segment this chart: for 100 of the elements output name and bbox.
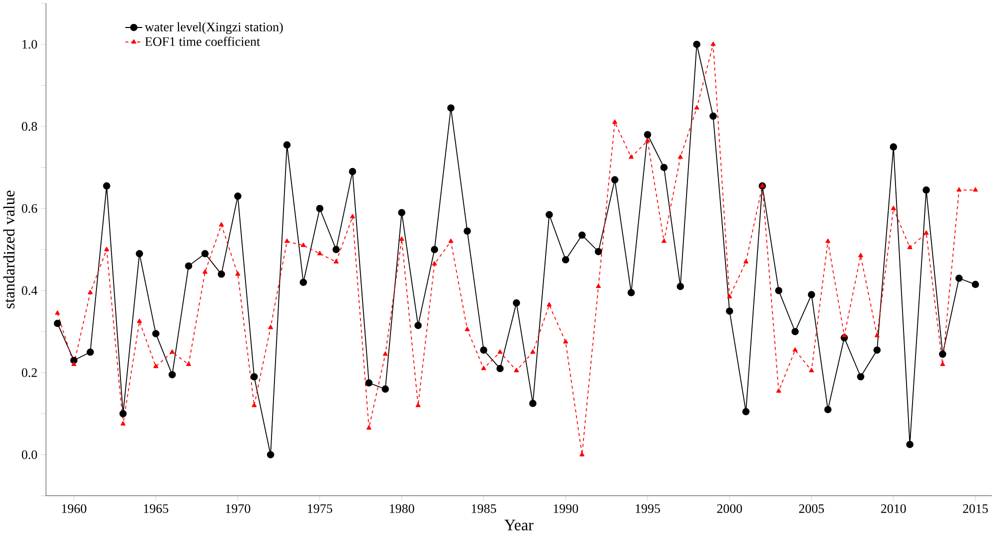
point: [252, 402, 257, 408]
point: [300, 278, 307, 286]
point: [382, 352, 388, 356]
point: [54, 320, 62, 328]
point: [464, 228, 471, 235]
point: [529, 400, 536, 408]
point: [710, 42, 716, 46]
y-tick-label: 0.0: [22, 450, 38, 460]
point: [955, 274, 963, 282]
point: [136, 250, 144, 258]
point: [578, 232, 586, 239]
point: [891, 206, 896, 210]
point: [480, 346, 488, 354]
point: [382, 386, 389, 393]
point: [234, 192, 242, 200]
legend-label: water level(Xingzi station): [144, 22, 283, 34]
point: [284, 238, 290, 244]
point: [694, 105, 700, 110]
point: [366, 425, 372, 430]
point: [676, 282, 684, 290]
x-tick-label: 1995: [636, 504, 660, 514]
point: [103, 182, 110, 190]
point: [498, 350, 502, 354]
x-tick-label: 2015: [963, 504, 988, 514]
point: [890, 143, 898, 151]
point: [300, 242, 306, 248]
point: [776, 388, 782, 393]
point: [791, 328, 799, 336]
point: [660, 164, 668, 172]
point: [218, 222, 224, 227]
point: [546, 211, 553, 218]
point: [202, 270, 208, 274]
point: [448, 238, 454, 244]
x-tick-label: 2000: [717, 504, 742, 514]
point: [628, 154, 634, 159]
point: [562, 256, 570, 264]
point: [496, 365, 504, 372]
point: [316, 205, 324, 212]
point: [972, 280, 980, 288]
point: [858, 253, 864, 258]
point: [250, 373, 258, 381]
point: [693, 40, 700, 48]
point: [186, 362, 192, 366]
point: [530, 350, 536, 354]
point: [168, 371, 176, 378]
point: [611, 176, 618, 184]
point: [317, 251, 322, 256]
point: [726, 308, 734, 315]
y-tick-label: 0.4: [22, 286, 38, 296]
point: [398, 209, 406, 216]
point: [266, 451, 274, 458]
point: [727, 294, 732, 298]
point: [88, 290, 93, 294]
point: [742, 408, 750, 416]
point: [873, 346, 881, 354]
point: [744, 259, 748, 264]
point: [365, 379, 373, 387]
point: [612, 120, 618, 124]
point: [922, 186, 930, 194]
x-tick-label: 2005: [799, 504, 824, 514]
y-tick-label: 0.6: [22, 204, 38, 214]
point: [628, 289, 635, 296]
point: [956, 187, 962, 192]
y-tick-label: 1.0: [22, 40, 38, 49]
point: [596, 284, 601, 288]
point: [86, 348, 94, 356]
point: [972, 187, 978, 192]
x-tick-label: 1960: [62, 504, 86, 514]
x-tick-label: 1990: [554, 504, 578, 514]
point: [399, 236, 404, 242]
point: [645, 138, 650, 143]
point: [808, 291, 816, 298]
point: [71, 362, 76, 366]
x-tick-label: 1980: [390, 504, 414, 514]
point: [119, 410, 127, 418]
point: [137, 318, 142, 324]
point: [170, 350, 175, 354]
point: [857, 373, 864, 381]
point: [104, 246, 110, 252]
point: [939, 350, 946, 358]
point: [218, 270, 226, 278]
x-axis-title: Year: [504, 520, 534, 531]
point: [512, 299, 520, 307]
point: [416, 402, 421, 408]
point: [906, 440, 914, 448]
point: [55, 310, 60, 315]
point: [825, 238, 830, 244]
point: [332, 246, 340, 254]
point: [514, 368, 519, 372]
point: [809, 368, 814, 372]
point: [464, 326, 470, 332]
point: [710, 112, 717, 120]
point: [153, 364, 158, 368]
point: [120, 421, 126, 426]
x-tick-label: 1975: [308, 504, 332, 514]
point: [152, 330, 160, 338]
x-tick-label: 1965: [144, 504, 168, 514]
point: [184, 262, 192, 270]
point: [414, 322, 422, 330]
point: [792, 347, 798, 352]
